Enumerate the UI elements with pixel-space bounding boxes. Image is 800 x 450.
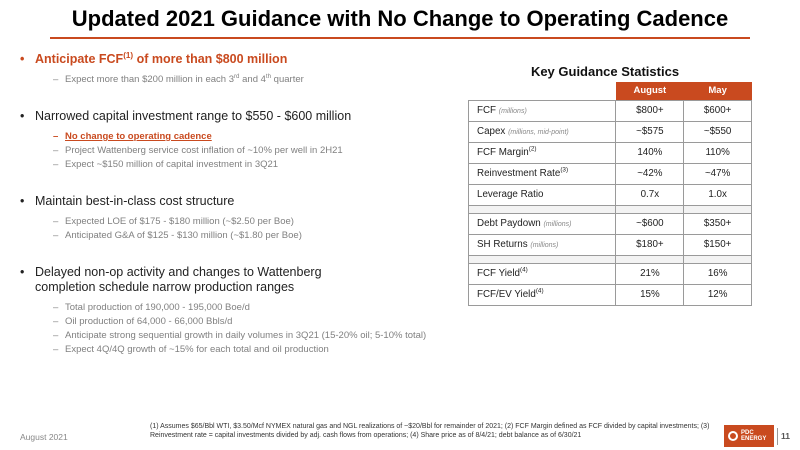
table-row: FCF Margin(2) 140% 110% <box>467 141 752 164</box>
sub-bullet: – Expected LOE of $175 - $180 million (~$… <box>53 216 294 227</box>
cell-may: $350+ <box>683 212 752 235</box>
cell-august: $180+ <box>615 233 685 256</box>
table-row: FCF/EV Yield(4) 15% 12% <box>467 283 752 306</box>
bullet-dot-icon: • <box>20 52 25 66</box>
sub-bullet: – No change to operating cadence <box>53 131 212 142</box>
table-row: Debt Paydown (millions) ~$600 $350+ <box>467 212 752 235</box>
row-label: FCF/EV Yield(4) <box>467 283 617 306</box>
cell-may: 1.0x <box>683 183 752 206</box>
column-header-may: May <box>683 82 752 100</box>
cell-august: ~$575 <box>615 120 685 143</box>
cell-august: 0.7x <box>615 183 685 206</box>
cell-may: ~47% <box>683 162 752 185</box>
footnote: (1) Assumes $65/Bbl WTI, $3.50/Mcf NYMEX… <box>150 423 710 439</box>
column-header-august: August <box>615 82 684 100</box>
table-spacer <box>467 254 752 264</box>
pdc-energy-logo: PDC ENERGY <box>724 425 774 447</box>
cell-august: $800+ <box>615 99 685 122</box>
cell-august: 140% <box>615 141 685 164</box>
table-row: Reinvestment Rate(3) ~42% ~47% <box>467 162 752 185</box>
bullet-production: • Delayed non-op activity and changes to… <box>20 265 322 294</box>
sub-bullet: – Expect 4Q/4Q growth of ~15% for each to… <box>53 344 329 355</box>
bullet-cost: • Maintain best-in-class cost structure <box>20 194 235 208</box>
sub-bullet: – Expect ~$150 million of capital investm… <box>53 159 279 170</box>
logo-mark-icon <box>728 431 738 441</box>
bullet-dot-icon: • <box>20 265 25 279</box>
row-label: FCF (millions) <box>467 99 617 122</box>
page-number: 11 <box>781 431 790 441</box>
table-row: FCF (millions) $800+ $600+ <box>467 99 752 122</box>
cell-may: ~$550 <box>683 120 752 143</box>
row-label: FCF Yield(4) <box>467 262 617 285</box>
cell-may: $150+ <box>683 233 752 256</box>
footer-date: August 2021 <box>20 432 68 442</box>
table-title: Key Guidance Statistics <box>530 64 680 79</box>
table-row: Leverage Ratio 0.7x 1.0x <box>467 183 752 206</box>
row-label: FCF Margin(2) <box>467 141 617 164</box>
footer-divider <box>777 428 778 445</box>
sub-bullet: – Oil production of 64,000 - 66,000 Bbls/… <box>53 316 233 327</box>
bullet-dot-icon: • <box>20 194 25 208</box>
sub-bullet: – Project Wattenberg service cost inflati… <box>53 145 343 156</box>
bullet-list: • Anticipate FCF(1) of more than $800 mi… <box>20 50 500 357</box>
slide-title: Updated 2021 Guidance with No Change to … <box>71 6 729 31</box>
cell-may: 12% <box>683 283 752 306</box>
row-label: Reinvestment Rate(3) <box>467 162 617 185</box>
table-row: FCF Yield(4) 21% 16% <box>467 262 752 285</box>
cell-august: 15% <box>615 283 685 306</box>
row-label: Capex (millions, mid-point) <box>467 120 617 143</box>
table-row: Capex (millions, mid-point) ~$575 ~$550 <box>467 120 752 143</box>
bullet-fcf: • Anticipate FCF(1) of more than $800 mi… <box>20 50 288 66</box>
bullet-dot-icon: • <box>20 109 25 123</box>
guidance-table: August May FCF (millions) $800+ $600+ Capex… <box>467 82 752 306</box>
title-underline <box>50 37 750 39</box>
sub-bullet: – Anticipate strong sequential growth in … <box>53 330 427 341</box>
cell-may: 110% <box>683 141 752 164</box>
sub-bullet: – Total production of 190,000 - 195,000 B… <box>53 302 250 313</box>
table-row: SH Returns (millions) $180+ $150+ <box>467 233 752 256</box>
row-label: Debt Paydown (millions) <box>467 212 617 235</box>
cell-august: 21% <box>615 262 685 285</box>
bullet-capital: • Narrowed capital investment range to $… <box>20 109 352 123</box>
cell-may: $600+ <box>683 99 752 122</box>
cell-august: ~$600 <box>615 212 685 235</box>
row-label: SH Returns (millions) <box>467 233 617 256</box>
row-label: Leverage Ratio <box>467 183 617 206</box>
table-spacer <box>467 204 752 214</box>
cell-may: 16% <box>683 262 752 285</box>
cell-august: ~42% <box>615 162 685 185</box>
sub-bullet: – Anticipated G&A of $125 - $130 million … <box>53 230 302 241</box>
sub-bullet: – Expect more than $200 million in each … <box>53 72 304 85</box>
